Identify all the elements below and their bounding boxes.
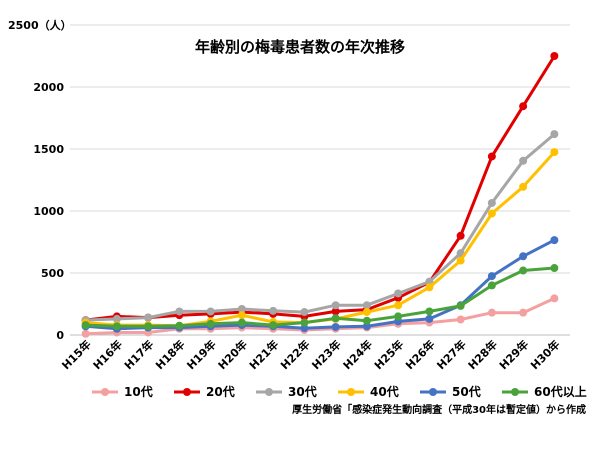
- data-point: [487, 281, 496, 290]
- y-tick-label: 1000: [33, 205, 64, 218]
- data-point: [487, 272, 496, 281]
- data-point: [269, 306, 278, 315]
- data-point: [331, 301, 340, 310]
- data-point: [550, 236, 559, 245]
- data-point: [456, 256, 465, 265]
- y-tick-label: 0: [56, 329, 64, 342]
- data-point: [144, 313, 153, 322]
- data-point: [425, 283, 434, 292]
- data-point: [550, 130, 559, 139]
- legend-swatch-marker: [265, 388, 273, 396]
- data-point: [425, 314, 434, 323]
- chart-title: 年齢別の梅毒患者数の年次推移: [195, 38, 405, 56]
- data-point: [362, 308, 371, 317]
- data-point: [144, 322, 153, 331]
- legend-label: 60代以上: [534, 384, 587, 399]
- data-point: [362, 301, 371, 310]
- legend-swatch-marker: [511, 388, 519, 396]
- data-point: [237, 311, 246, 320]
- legend-swatch-marker: [429, 388, 437, 396]
- data-point: [81, 329, 90, 338]
- data-point: [269, 321, 278, 330]
- legend-label: 20代: [206, 384, 235, 399]
- data-point: [550, 52, 559, 60]
- series-line: [85, 266, 555, 328]
- series-30代: [81, 130, 559, 325]
- data-point: [362, 316, 371, 325]
- y-tick-label: 500: [41, 267, 64, 280]
- data-point: [456, 315, 465, 324]
- data-point: [519, 102, 528, 111]
- data-point: [175, 307, 184, 316]
- series-60代以上: [81, 264, 559, 331]
- data-point: [425, 307, 434, 316]
- series-line: [85, 297, 556, 336]
- legend-label: 40代: [370, 384, 399, 399]
- data-point: [237, 304, 246, 313]
- data-point: [519, 182, 528, 191]
- data-point: [300, 318, 309, 327]
- data-point: [331, 314, 340, 323]
- data-point: [81, 321, 90, 330]
- legend: 10代 20代 30代 40代 50代 60代以上: [92, 384, 587, 399]
- y-tick-label: 1500: [33, 143, 64, 156]
- data-point: [519, 308, 528, 317]
- data-point: [519, 266, 528, 275]
- data-point: [394, 301, 403, 310]
- legend-swatch-marker: [347, 388, 355, 396]
- series-line: [85, 55, 556, 322]
- legend-label: 10代: [124, 384, 153, 399]
- data-point: [519, 156, 528, 165]
- legend-item: 50代: [420, 384, 481, 399]
- data-point: [456, 301, 465, 310]
- data-point: [112, 314, 121, 323]
- legend-swatch-marker: [183, 388, 191, 396]
- source-note: 厚生労働省「感染症発生動向調査（平成30年は暫定値）から作成: [292, 403, 586, 416]
- series-lines: [81, 52, 559, 338]
- data-point: [550, 264, 559, 273]
- data-point: [487, 308, 496, 317]
- data-point: [487, 198, 496, 207]
- data-point: [331, 307, 340, 316]
- data-point: [300, 324, 309, 333]
- data-point: [487, 209, 496, 218]
- data-point: [519, 252, 528, 261]
- legend-swatch-marker: [101, 388, 109, 396]
- y-axis-unit-label: 2500（人）: [8, 18, 72, 32]
- legend-item: 20代: [174, 384, 235, 399]
- data-point: [394, 312, 403, 321]
- data-point: [206, 319, 215, 328]
- data-point: [550, 294, 559, 303]
- data-point: [237, 318, 246, 327]
- data-point: [206, 307, 215, 316]
- data-point: [300, 308, 309, 317]
- series-line: [85, 132, 556, 322]
- data-point: [550, 148, 559, 157]
- legend-item: 40代: [338, 384, 399, 399]
- y-tick-label: 2000: [33, 81, 64, 94]
- data-point: [362, 322, 371, 331]
- legend-label: 30代: [288, 384, 317, 399]
- legend-item: 60代以上: [502, 384, 587, 399]
- data-point: [112, 322, 121, 331]
- series-line: [85, 238, 556, 331]
- legend-item: 30代: [256, 384, 317, 399]
- data-point: [456, 231, 465, 240]
- legend-item: 10代: [92, 384, 153, 399]
- data-point: [331, 322, 340, 331]
- legend-label: 50代: [452, 384, 481, 399]
- data-point: [394, 289, 403, 298]
- data-point: [487, 152, 496, 161]
- data-point: [175, 321, 184, 330]
